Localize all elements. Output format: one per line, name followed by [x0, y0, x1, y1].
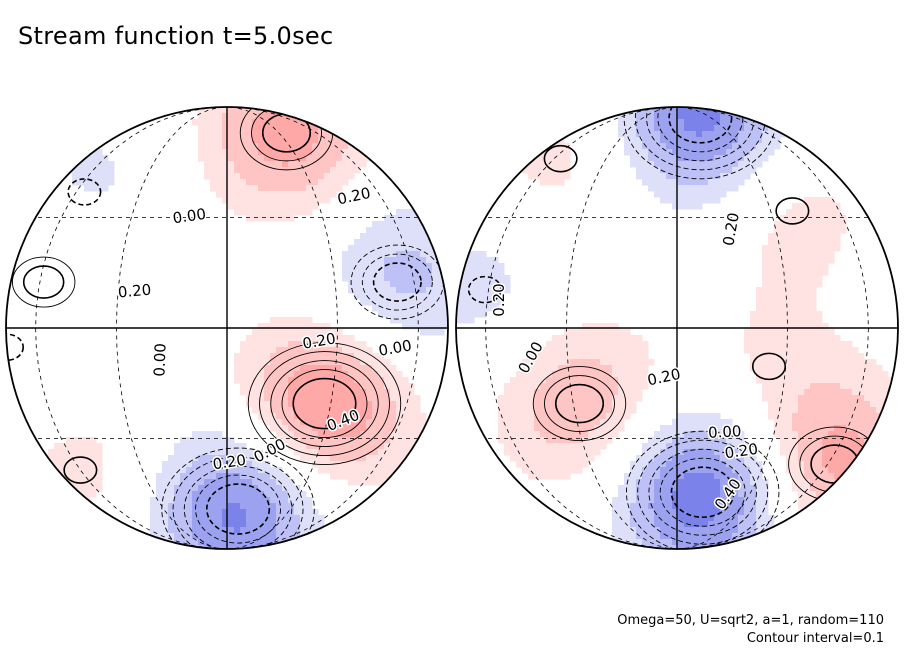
contour-line	[625, 430, 780, 549]
contour-line	[63, 456, 98, 484]
chart-title: Stream function t=5.0sec	[18, 22, 334, 50]
hemisphere-outline	[455, 106, 899, 550]
contour-line	[251, 107, 322, 162]
contour-line	[270, 360, 379, 448]
contour-line	[161, 447, 315, 549]
contour-line	[259, 351, 390, 457]
contour-line	[668, 107, 733, 144]
contour-line	[637, 439, 769, 545]
contour-line	[467, 275, 502, 304]
contour-line	[543, 144, 578, 173]
contour-label: 0.20	[336, 184, 372, 209]
high-contours-1	[775, 197, 810, 225]
contour-line	[372, 262, 422, 302]
contour-line	[751, 352, 787, 381]
contour-label: 0.00	[172, 205, 208, 227]
low-contours-2	[350, 244, 445, 320]
low-contours-1	[67, 178, 102, 206]
contour-line	[11, 256, 76, 308]
contour-line	[172, 456, 304, 549]
low-contours-4	[625, 430, 780, 549]
meridian	[226, 107, 419, 549]
parameters-note: Omega=50, U=sqrt2, a=1, random=110	[617, 613, 884, 628]
high-contours-6	[543, 144, 578, 173]
contour-line	[183, 465, 293, 549]
hemisphere-outline	[5, 106, 449, 550]
contour-line	[670, 466, 735, 519]
meridian	[485, 107, 678, 549]
meridian	[35, 107, 228, 549]
contour-line	[247, 342, 402, 466]
contour-line	[775, 197, 810, 225]
contour-line	[281, 369, 368, 439]
contour-interval-note: Contour interval=0.1	[746, 631, 884, 646]
high-contours-3	[532, 366, 627, 442]
contour-label: 0.20	[117, 281, 152, 302]
high-contours-7	[751, 352, 787, 381]
high-contours-4	[247, 342, 402, 466]
low-contours-5	[161, 447, 315, 549]
high-contours-6	[63, 456, 98, 484]
low-contours-2	[467, 275, 502, 304]
contour-label: 0.00	[150, 343, 169, 377]
contour-label: 0.20	[490, 283, 508, 316]
right-hemisphere: 0.200.200.000.200.000.200.40	[455, 106, 899, 550]
contour-line	[659, 457, 746, 527]
left-hemisphere: 0.200.000.200.000.200.000.400.000.20	[5, 106, 449, 550]
contour-line	[292, 377, 357, 430]
contour-line	[205, 483, 271, 535]
contour-line	[361, 253, 433, 311]
contour-line	[67, 178, 102, 206]
contour-line	[554, 383, 605, 424]
contour-line	[532, 366, 627, 442]
contour-label: 0.00	[708, 422, 742, 442]
meridian	[676, 107, 869, 549]
contour-line	[648, 448, 757, 536]
contour-line	[195, 474, 281, 544]
